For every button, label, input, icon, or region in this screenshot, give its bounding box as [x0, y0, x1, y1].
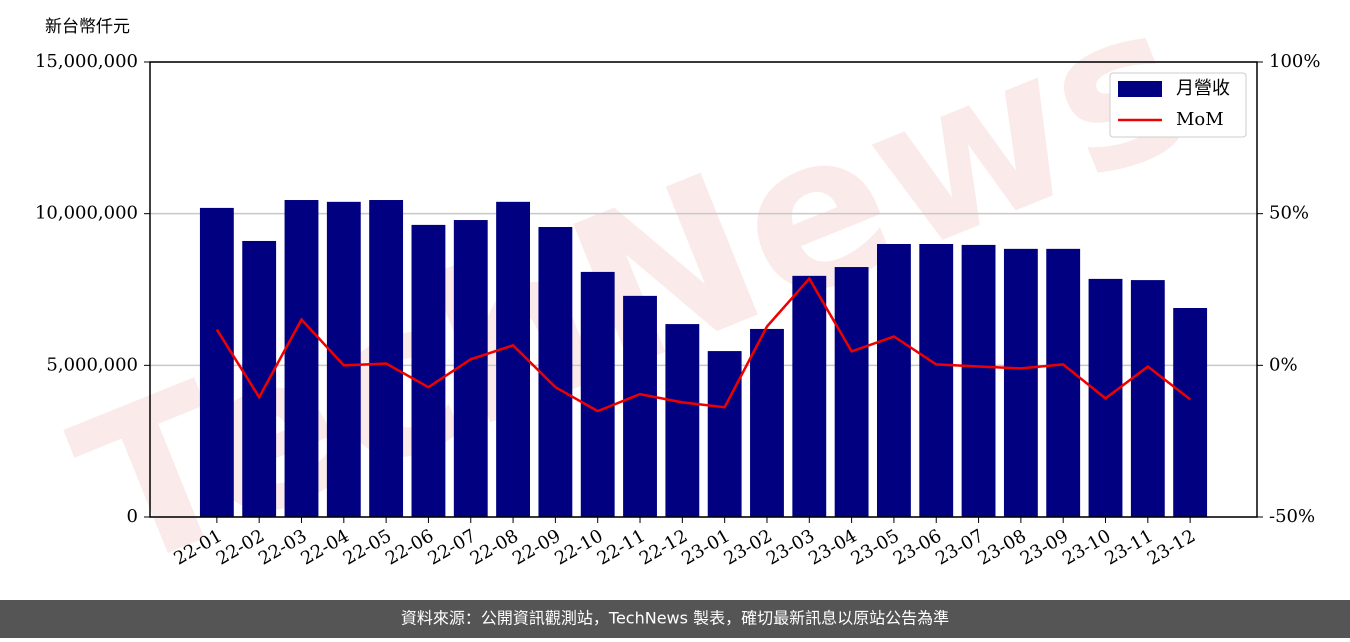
bar [1173, 308, 1208, 517]
y-tick-label: 15,000,000 [35, 51, 138, 72]
footer-band [0, 600, 1350, 638]
y2-tick-label: 100% [1269, 51, 1320, 72]
bar [369, 200, 404, 517]
bar [199, 207, 234, 518]
bar [538, 227, 573, 517]
bar [284, 200, 319, 517]
legend-swatch [1118, 81, 1162, 97]
footer: 資料來源：公開資訊觀測站，TechNews 製表，確切最新訊息以原站公告為準 [401, 609, 949, 628]
bar [623, 295, 657, 517]
legend-label: MoM [1176, 109, 1224, 130]
bar [1003, 248, 1038, 517]
bar [580, 271, 615, 517]
bar [1130, 280, 1165, 517]
bar [496, 201, 531, 517]
y-tick-label: 10,000,000 [35, 203, 138, 224]
x-tick-label: 23-12 [1144, 525, 1199, 569]
bar [792, 275, 827, 517]
bar [750, 328, 784, 517]
plot-frame [149, 61, 1258, 518]
bar [1046, 248, 1081, 517]
bar [707, 351, 742, 517]
legend-label: 月營收 [1176, 78, 1230, 99]
bar [453, 220, 488, 517]
y-axis-label: 新台幣仟元 [45, 17, 130, 37]
y2-tick-label: 50% [1269, 203, 1309, 224]
bar [834, 267, 869, 517]
bar [411, 224, 446, 517]
y-tick-label: 0 [127, 506, 138, 527]
y2-tick-label: 0% [1269, 354, 1298, 375]
bar [326, 201, 361, 517]
bar [665, 324, 700, 517]
bar [876, 244, 911, 517]
y-tick-label: 5,000,000 [46, 354, 138, 375]
line [215, 276, 1191, 413]
bar [961, 244, 996, 517]
y2-tick-label: -50% [1269, 506, 1315, 527]
bar [919, 244, 954, 517]
